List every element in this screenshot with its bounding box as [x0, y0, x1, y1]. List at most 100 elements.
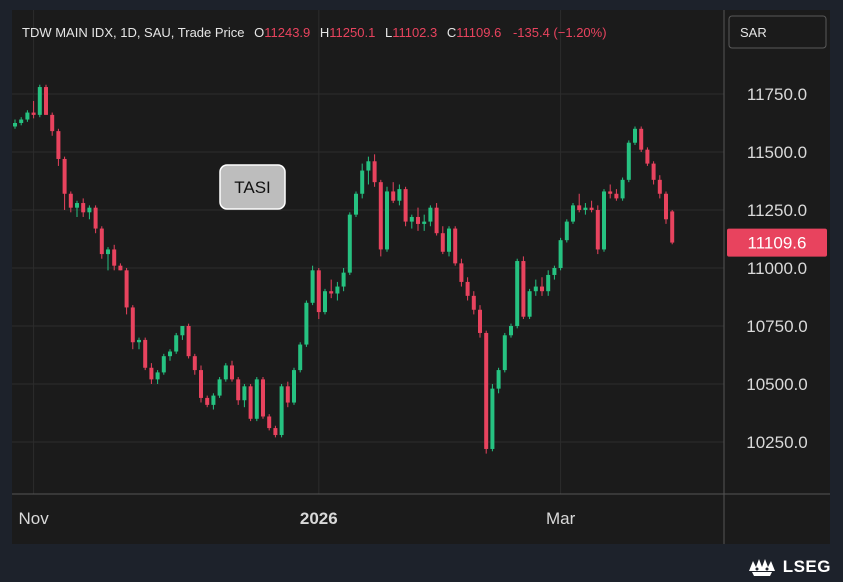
time-axis[interactable]: Nov 2026 Mar	[18, 509, 575, 528]
candle-up[interactable]	[490, 384, 495, 452]
candle-down[interactable]	[267, 414, 272, 431]
candle-down[interactable]	[465, 277, 470, 301]
candle-down[interactable]	[651, 161, 656, 185]
candle-down[interactable]	[31, 100, 36, 119]
candle-down[interactable]	[403, 186, 408, 227]
candle-down[interactable]	[416, 207, 420, 231]
price-axis[interactable]: 11750.0 11500.0 11250.0 11000.0 10750.0 10500…	[746, 85, 807, 452]
candle-up[interactable]	[409, 214, 414, 229]
candle-down[interactable]	[316, 268, 321, 320]
candle-down[interactable]	[130, 305, 135, 350]
candle-up[interactable]	[527, 288, 532, 320]
candle-down[interactable]	[645, 147, 650, 166]
candle-up[interactable]	[242, 384, 247, 408]
candle-down[interactable]	[484, 330, 489, 454]
candle-down[interactable]	[372, 154, 377, 187]
candle-down[interactable]	[205, 395, 210, 408]
candle-down[interactable]	[248, 384, 253, 422]
candle-down[interactable]	[595, 205, 600, 255]
candle-down[interactable]	[273, 425, 278, 438]
candle-up[interactable]	[174, 332, 179, 354]
candle-up[interactable]	[347, 212, 352, 275]
candle-up[interactable]	[509, 323, 513, 338]
candle-down[interactable]	[81, 198, 86, 217]
candle-up[interactable]	[583, 203, 588, 215]
candle-down[interactable]	[285, 381, 290, 408]
candle-up[interactable]	[211, 393, 216, 410]
candle-down[interactable]	[434, 203, 439, 236]
candle-up[interactable]	[558, 237, 563, 271]
candle-down[interactable]	[391, 182, 396, 204]
candle-down[interactable]	[329, 279, 334, 299]
candle-up[interactable]	[87, 205, 92, 220]
tasi-annotation[interactable]: TASI	[219, 164, 286, 210]
candle-down[interactable]	[99, 226, 104, 259]
candle-up[interactable]	[496, 367, 501, 394]
candle-down[interactable]	[670, 209, 675, 245]
candle-down[interactable]	[50, 112, 55, 136]
candle-down[interactable]	[657, 175, 662, 199]
candle-up[interactable]	[13, 119, 17, 129]
candle-up[interactable]	[571, 203, 575, 224]
candle-down[interactable]	[459, 258, 464, 287]
candle-down[interactable]	[230, 360, 234, 382]
candle-down[interactable]	[192, 353, 197, 375]
candle-down[interactable]	[124, 268, 129, 315]
candle-down[interactable]	[540, 277, 544, 296]
candle-up[interactable]	[341, 268, 346, 292]
candle-down[interactable]	[261, 377, 265, 419]
candle-up[interactable]	[304, 300, 309, 347]
candle-up[interactable]	[19, 117, 24, 126]
candle-down[interactable]	[112, 244, 117, 271]
candle-up[interactable]	[533, 279, 538, 296]
candle-up[interactable]	[335, 281, 340, 301]
candle-down[interactable]	[56, 128, 61, 166]
candle-up[interactable]	[310, 265, 315, 306]
candle-up[interactable]	[298, 342, 303, 373]
candle-down[interactable]	[68, 191, 73, 213]
candle-down[interactable]	[62, 156, 67, 210]
annotation-box[interactable]	[219, 164, 286, 210]
candle-up[interactable]	[620, 177, 625, 201]
candle-down[interactable]	[614, 189, 619, 201]
candle-up[interactable]	[279, 384, 284, 438]
candle-up[interactable]	[37, 84, 42, 118]
candle-up[interactable]	[137, 337, 141, 350]
candle-down[interactable]	[186, 323, 191, 359]
currency-label[interactable]: SAR	[740, 25, 767, 40]
candle-up[interactable]	[546, 270, 551, 296]
candle-down[interactable]	[577, 193, 582, 213]
candle-down[interactable]	[608, 184, 613, 199]
candle-up[interactable]	[161, 353, 166, 375]
candle-down[interactable]	[478, 305, 482, 338]
candle-up[interactable]	[168, 349, 172, 361]
candle-up[interactable]	[323, 288, 327, 315]
candle-up[interactable]	[106, 247, 110, 271]
candle-down[interactable]	[471, 291, 476, 315]
candle-down[interactable]	[44, 84, 48, 115]
candle-up[interactable]	[564, 219, 569, 243]
candle-up[interactable]	[552, 265, 557, 280]
candle-up[interactable]	[254, 377, 259, 422]
candle-up[interactable]	[180, 326, 185, 340]
candle-down[interactable]	[143, 337, 148, 371]
candle-down[interactable]	[453, 226, 458, 266]
candle-up[interactable]	[397, 184, 402, 206]
candle-down[interactable]	[118, 263, 123, 271]
candle-up[interactable]	[626, 140, 631, 183]
currency-selector[interactable]: SAR	[728, 15, 827, 49]
candle-up[interactable]	[25, 110, 30, 122]
candle-up[interactable]	[223, 363, 228, 382]
candle-up[interactable]	[360, 163, 365, 199]
candle-up[interactable]	[354, 191, 358, 217]
candle-down[interactable]	[440, 226, 445, 255]
candle-up[interactable]	[602, 189, 606, 252]
candle-down[interactable]	[149, 363, 154, 384]
candle-down[interactable]	[378, 179, 383, 257]
candle-up[interactable]	[292, 367, 296, 405]
candle-up[interactable]	[366, 156, 371, 185]
candle-up[interactable]	[515, 258, 520, 329]
candle-down[interactable]	[93, 205, 98, 234]
candle-up[interactable]	[385, 186, 389, 252]
candle-up[interactable]	[428, 205, 433, 227]
